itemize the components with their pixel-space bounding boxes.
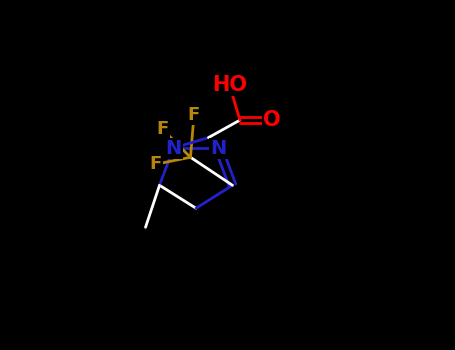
Text: F: F [188, 106, 200, 124]
Text: O: O [263, 110, 280, 130]
Text: N: N [165, 139, 182, 158]
Text: F: F [149, 155, 162, 173]
Text: F: F [157, 120, 169, 138]
Text: N: N [210, 139, 227, 158]
Text: HO: HO [212, 75, 247, 95]
